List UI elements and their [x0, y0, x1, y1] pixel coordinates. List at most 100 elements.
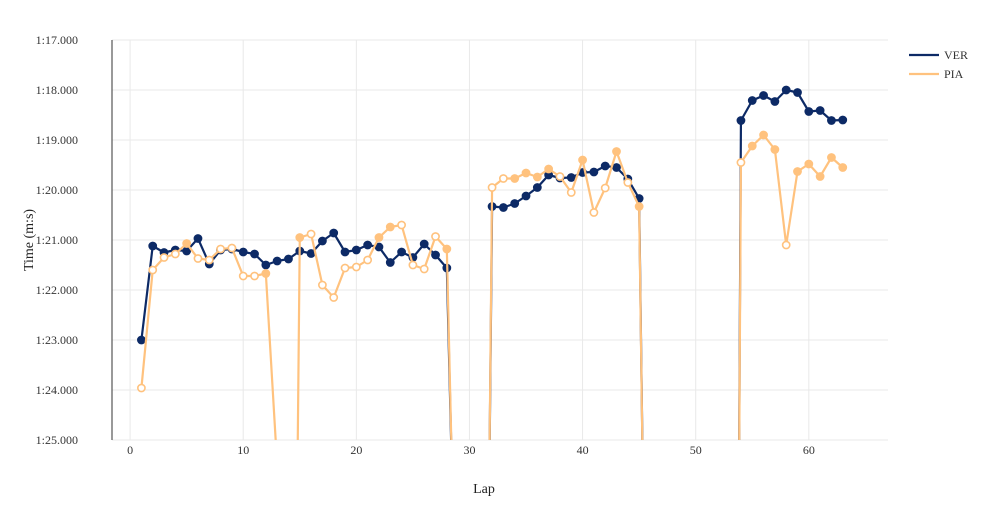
data-point[interactable] — [747, 141, 757, 151]
data-point[interactable] — [159, 253, 169, 262]
y-tick-label: 1:23.000 — [36, 333, 78, 347]
data-point[interactable] — [532, 172, 542, 182]
data-point[interactable] — [329, 228, 339, 238]
data-point[interactable] — [250, 271, 259, 281]
series-line — [738, 88, 843, 440]
data-point[interactable] — [340, 263, 350, 273]
y-tick-label: 1:19.000 — [36, 133, 78, 147]
data-point[interactable] — [589, 208, 599, 217]
legend-item-ver[interactable]: VER — [909, 48, 968, 62]
data-point[interactable] — [770, 145, 780, 154]
data-point[interactable] — [600, 161, 610, 171]
data-point[interactable] — [238, 247, 248, 257]
data-point[interactable] — [736, 116, 746, 125]
data-point[interactable] — [521, 191, 531, 201]
data-point[interactable] — [442, 244, 452, 254]
data-point[interactable] — [612, 147, 621, 156]
data-point[interactable] — [736, 158, 746, 167]
data-point[interactable] — [250, 249, 259, 259]
legend-item-pia[interactable]: PIA — [909, 67, 964, 81]
data-point[interactable] — [193, 254, 203, 263]
data-point[interactable] — [804, 159, 814, 169]
data-point[interactable] — [600, 183, 610, 193]
data-point[interactable] — [555, 172, 565, 181]
y-axis-title: Time (m:s) — [22, 209, 37, 271]
data-point[interactable] — [589, 167, 599, 177]
legend[interactable]: VER PIA — [909, 48, 968, 81]
data-point[interactable] — [827, 153, 836, 162]
data-point[interactable] — [815, 172, 825, 181]
data-point[interactable] — [227, 243, 237, 253]
data-point[interactable] — [261, 269, 271, 278]
data-point[interactable] — [363, 240, 373, 250]
data-point[interactable] — [385, 222, 395, 232]
data-point[interactable] — [770, 97, 780, 106]
data-point[interactable] — [498, 174, 508, 183]
data-point[interactable] — [431, 232, 440, 241]
data-point[interactable] — [306, 249, 316, 258]
data-point[interactable] — [431, 250, 440, 260]
series-layer — [137, 85, 848, 440]
data-point[interactable] — [623, 178, 633, 187]
data-point[interactable] — [487, 183, 497, 192]
data-point[interactable] — [351, 245, 361, 255]
data-point[interactable] — [374, 233, 384, 242]
data-point[interactable] — [295, 233, 305, 242]
data-point[interactable] — [838, 163, 848, 172]
data-point[interactable] — [397, 247, 406, 257]
data-point[interactable] — [566, 188, 576, 197]
data-point[interactable] — [781, 85, 791, 95]
data-point[interactable] — [137, 383, 146, 393]
data-point[interactable] — [498, 203, 508, 212]
data-point[interactable] — [578, 155, 587, 165]
data-point[interactable] — [827, 116, 836, 125]
data-point[interactable] — [317, 280, 327, 290]
data-point[interactable] — [747, 96, 757, 105]
x-tick-label: 0 — [127, 443, 133, 457]
data-point[interactable] — [838, 115, 848, 125]
data-point[interactable] — [137, 335, 146, 345]
data-point[interactable] — [544, 164, 554, 174]
data-point[interactable] — [363, 255, 373, 265]
data-point[interactable] — [532, 183, 542, 192]
data-point[interactable] — [261, 260, 271, 270]
data-point[interactable] — [317, 236, 327, 246]
data-point[interactable] — [238, 271, 248, 281]
data-point[interactable] — [804, 107, 814, 116]
y-tick-label: 1:25.000 — [36, 433, 78, 447]
data-point[interactable] — [182, 239, 192, 248]
data-point[interactable] — [306, 229, 316, 239]
data-point[interactable] — [634, 202, 644, 211]
data-point[interactable] — [510, 174, 520, 183]
x-tick-label: 60 — [803, 443, 815, 457]
data-point[interactable] — [193, 234, 203, 243]
data-point[interactable] — [284, 254, 293, 264]
data-point[interactable] — [793, 167, 802, 176]
data-point[interactable] — [419, 264, 429, 274]
x-axis-ticks: 0 10 20 30 40 50 60 — [127, 443, 815, 457]
data-point[interactable] — [759, 91, 768, 100]
data-point[interactable] — [148, 241, 158, 251]
data-point[interactable] — [759, 130, 768, 140]
data-point[interactable] — [204, 255, 214, 265]
data-point[interactable] — [351, 262, 361, 272]
data-point[interactable] — [566, 173, 576, 182]
data-point[interactable] — [272, 256, 282, 266]
data-point[interactable] — [329, 293, 339, 302]
data-point[interactable] — [419, 239, 429, 249]
data-point[interactable] — [521, 168, 531, 178]
data-point[interactable] — [216, 244, 225, 254]
data-point[interactable] — [340, 247, 350, 257]
data-point[interactable] — [408, 260, 418, 270]
y-axis-ticks: 1:17.000 1:18.000 1:19.000 1:20.000 1:21.000… — [36, 33, 78, 447]
data-point[interactable] — [148, 265, 158, 275]
data-point[interactable] — [397, 220, 406, 230]
data-point[interactable] — [510, 199, 520, 208]
series-line — [488, 150, 644, 440]
data-point[interactable] — [170, 249, 180, 259]
data-point[interactable] — [385, 258, 395, 267]
data-point[interactable] — [612, 163, 621, 172]
data-point[interactable] — [781, 240, 791, 250]
data-point[interactable] — [793, 88, 802, 97]
data-point[interactable] — [815, 106, 825, 115]
